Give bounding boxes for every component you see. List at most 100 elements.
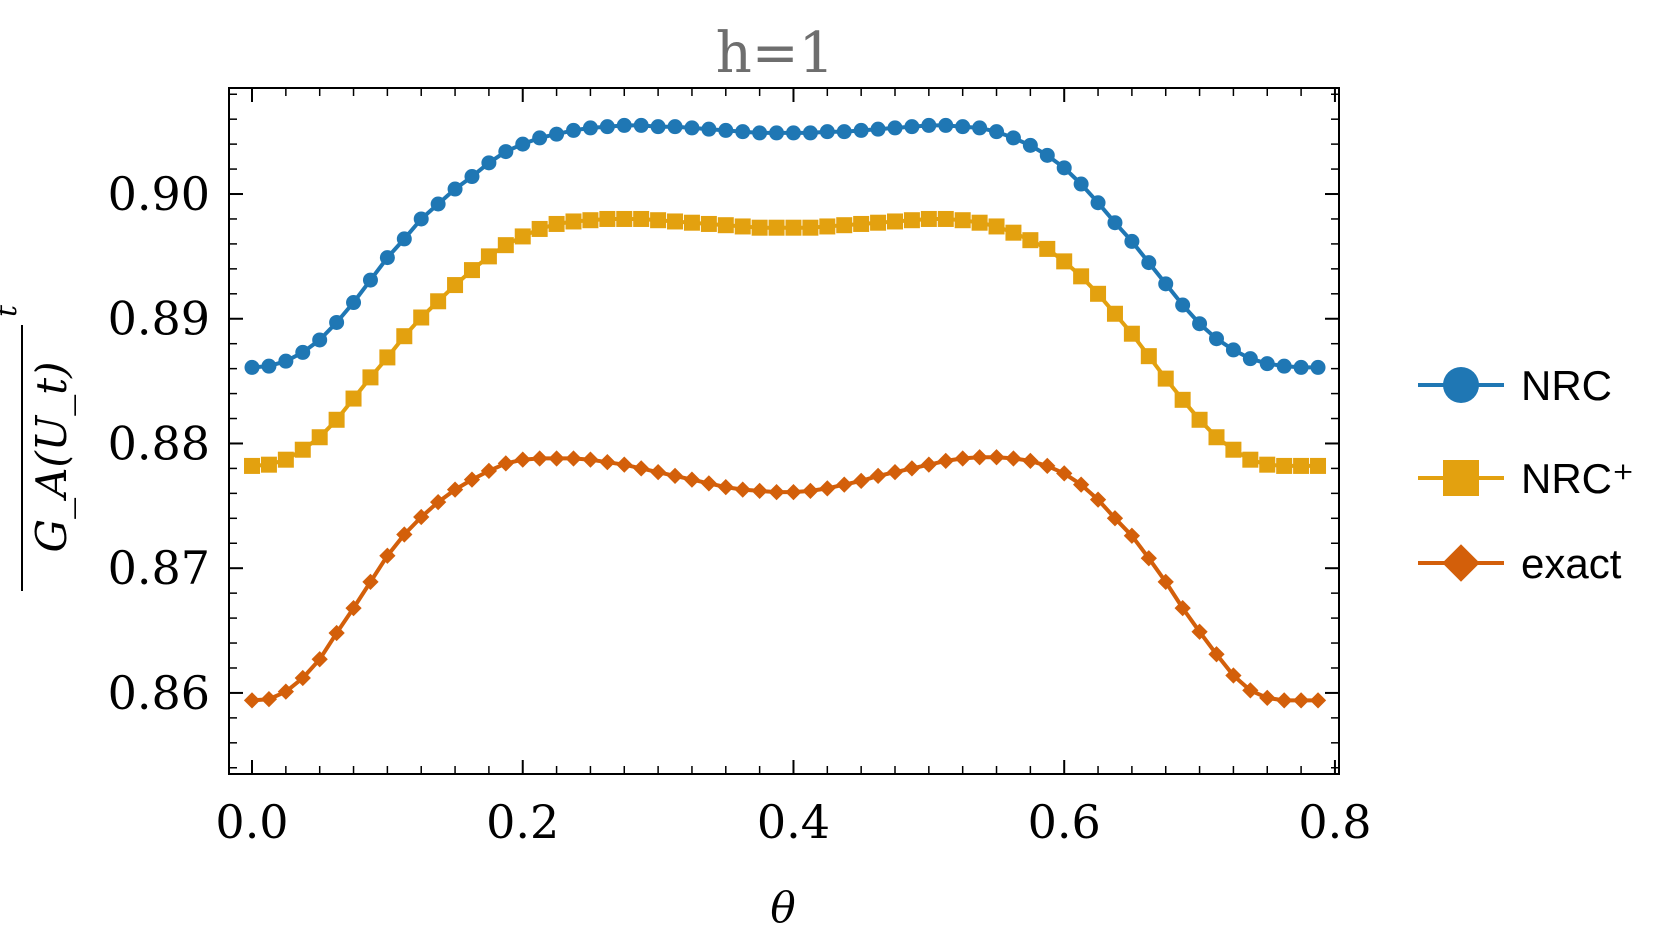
data-point	[904, 119, 920, 135]
data-point	[633, 460, 650, 477]
y-axis-label-superscript: t	[0, 304, 24, 317]
data-point	[582, 451, 599, 468]
data-point	[683, 471, 701, 488]
legend-item: NRC	[1418, 362, 1612, 409]
data-point	[667, 213, 684, 230]
data-point	[988, 449, 1005, 466]
series-diamond	[243, 449, 1327, 709]
data-point	[903, 460, 921, 477]
data-point	[870, 121, 886, 137]
data-point	[1208, 331, 1224, 347]
data-point	[396, 328, 413, 345]
data-point	[887, 120, 903, 136]
data-point	[616, 210, 633, 227]
data-point	[329, 314, 345, 330]
data-point	[955, 119, 971, 135]
data-point	[277, 683, 294, 700]
data-point	[396, 526, 413, 543]
x-tick-label: 0.8	[1298, 795, 1371, 849]
legend-label: NRC	[1521, 362, 1612, 409]
legend-swatch-marker	[1443, 367, 1479, 403]
series-line	[251, 217, 1318, 468]
data-point	[1158, 276, 1174, 292]
data-point	[481, 155, 497, 171]
data-point	[311, 651, 328, 668]
data-point	[853, 122, 869, 138]
data-point	[1056, 253, 1073, 270]
data-point	[751, 482, 768, 499]
data-point	[311, 429, 328, 446]
data-point	[430, 196, 446, 212]
data-point	[1276, 457, 1293, 474]
data-point	[751, 219, 768, 236]
y-tick-label: 0.88	[108, 416, 210, 470]
legend-label: exact	[1521, 540, 1622, 587]
data-point	[565, 213, 582, 230]
x-tick-label: 0.4	[757, 795, 830, 849]
x-tick-label: 0.0	[215, 795, 288, 849]
data-point	[734, 481, 751, 498]
data-point	[1022, 232, 1039, 249]
data-point	[1225, 342, 1241, 358]
data-point	[261, 358, 277, 374]
data-point	[480, 462, 498, 480]
data-point	[768, 483, 785, 501]
data-point	[819, 124, 835, 140]
data-point	[1208, 429, 1225, 446]
data-point	[244, 457, 261, 474]
data-point	[886, 464, 904, 481]
data-point	[1056, 160, 1072, 176]
plot-frame	[228, 87, 1340, 775]
data-point	[379, 250, 395, 266]
data-point	[260, 456, 277, 473]
legend-label: NRC⁺	[1521, 455, 1634, 502]
data-point	[633, 210, 650, 227]
data-point	[700, 475, 717, 492]
data-point	[548, 450, 565, 467]
data-point	[244, 359, 260, 375]
data-point	[548, 215, 565, 232]
data-point	[260, 691, 278, 708]
data-point	[853, 215, 870, 232]
data-point	[379, 547, 396, 564]
data-point	[362, 272, 378, 288]
data-point	[1276, 358, 1292, 374]
data-point	[566, 122, 582, 138]
series-circle	[244, 117, 1326, 375]
data-point	[1022, 452, 1039, 470]
data-point	[616, 456, 633, 473]
data-point	[921, 117, 937, 133]
data-point	[1022, 137, 1038, 153]
data-point	[1175, 297, 1191, 313]
data-point	[1140, 348, 1157, 365]
data-point	[1242, 451, 1259, 468]
data-point	[734, 218, 751, 235]
data-point	[903, 212, 920, 229]
data-point	[1073, 176, 1089, 192]
data-point	[447, 181, 463, 197]
data-point	[1174, 599, 1191, 617]
x-axis-label: θ	[770, 883, 795, 932]
data-point	[954, 450, 971, 467]
data-point	[514, 228, 531, 245]
y-tick-labels: 0.86 0.87 0.88 0.89 0.90	[108, 167, 210, 720]
data-point	[785, 219, 802, 236]
data-point	[312, 332, 328, 348]
data-point	[582, 212, 599, 229]
data-point	[328, 411, 345, 428]
data-point	[920, 210, 937, 227]
data-point	[649, 464, 667, 481]
data-point	[1192, 316, 1208, 332]
data-point	[769, 125, 785, 141]
data-point	[1005, 450, 1022, 467]
data-point	[819, 480, 836, 497]
data-point	[599, 454, 616, 471]
data-point	[633, 117, 649, 133]
data-point	[1310, 457, 1327, 474]
data-point	[988, 218, 1005, 235]
data-point	[497, 455, 514, 472]
data-point	[1106, 305, 1123, 322]
data-point	[362, 369, 379, 386]
y-tick-label: 0.87	[108, 541, 210, 595]
